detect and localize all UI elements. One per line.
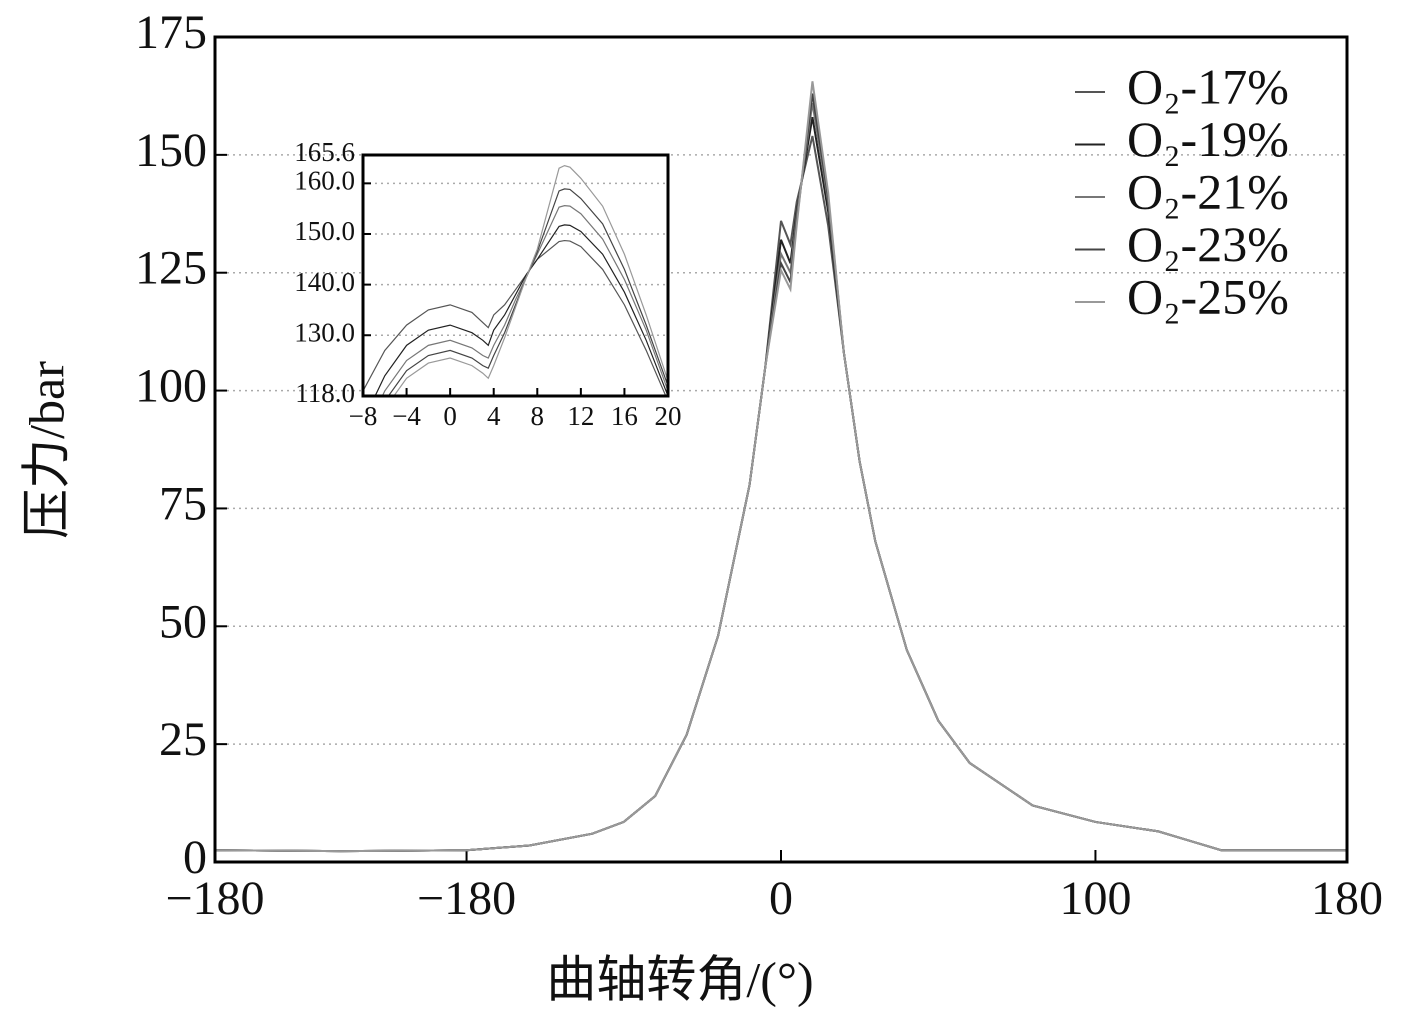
legend-label: O₂-23%	[1127, 216, 1289, 272]
x-tick-label: 20	[655, 401, 682, 431]
y-tick-label: 150.0	[294, 216, 355, 246]
legend-label: O₂-19%	[1127, 111, 1289, 167]
x-tick-label: −180	[417, 872, 516, 925]
series-line	[381, 205, 668, 396]
series-line	[215, 81, 1347, 853]
y-axis-label: 压力/bar	[18, 361, 74, 539]
y-tick-label: 125	[135, 242, 207, 295]
y-tick-label: 100	[135, 360, 207, 413]
series-line	[393, 164, 668, 396]
y-tick-label: 75	[159, 477, 207, 530]
x-tick-label: 0	[443, 401, 457, 431]
y-tick-label: 150	[135, 124, 207, 177]
x-axis-label: 曲轴转角/(°)	[546, 951, 813, 1007]
x-tick-label: 8	[531, 401, 545, 431]
y-tick-label: 118.0	[295, 378, 355, 408]
y-tick-label: 140.0	[294, 267, 355, 297]
legend-label: O₂-21%	[1127, 163, 1289, 219]
y-tick-label: 25	[159, 713, 207, 766]
x-tick-label: 100	[1059, 872, 1131, 925]
series-line	[363, 239, 667, 396]
y-tick-label: 160.0	[294, 166, 355, 196]
x-tick-label: 4	[487, 401, 501, 431]
plot-frame	[361, 153, 670, 398]
x-tick-label: −180	[165, 872, 264, 925]
plot-frame	[213, 35, 1349, 864]
series-line	[387, 188, 668, 396]
y-tick-label: 130.0	[294, 317, 355, 347]
x-tick-label: −8	[349, 401, 378, 431]
series-line	[374, 224, 668, 396]
x-tick-label: 16	[611, 401, 638, 431]
y-tick-label: 175	[135, 6, 207, 59]
legend-label: O₂-17%	[1127, 58, 1289, 114]
x-tick-label: 180	[1311, 872, 1383, 925]
y-tick-label: 0	[183, 831, 207, 884]
y-tick-label: 165.6	[294, 137, 355, 167]
x-tick-label: 0	[769, 872, 793, 925]
x-tick-label: −4	[392, 401, 421, 431]
legend-label: O₂-25%	[1127, 268, 1289, 324]
x-tick-label: 12	[567, 401, 594, 431]
y-tick-label: 50	[159, 595, 207, 648]
